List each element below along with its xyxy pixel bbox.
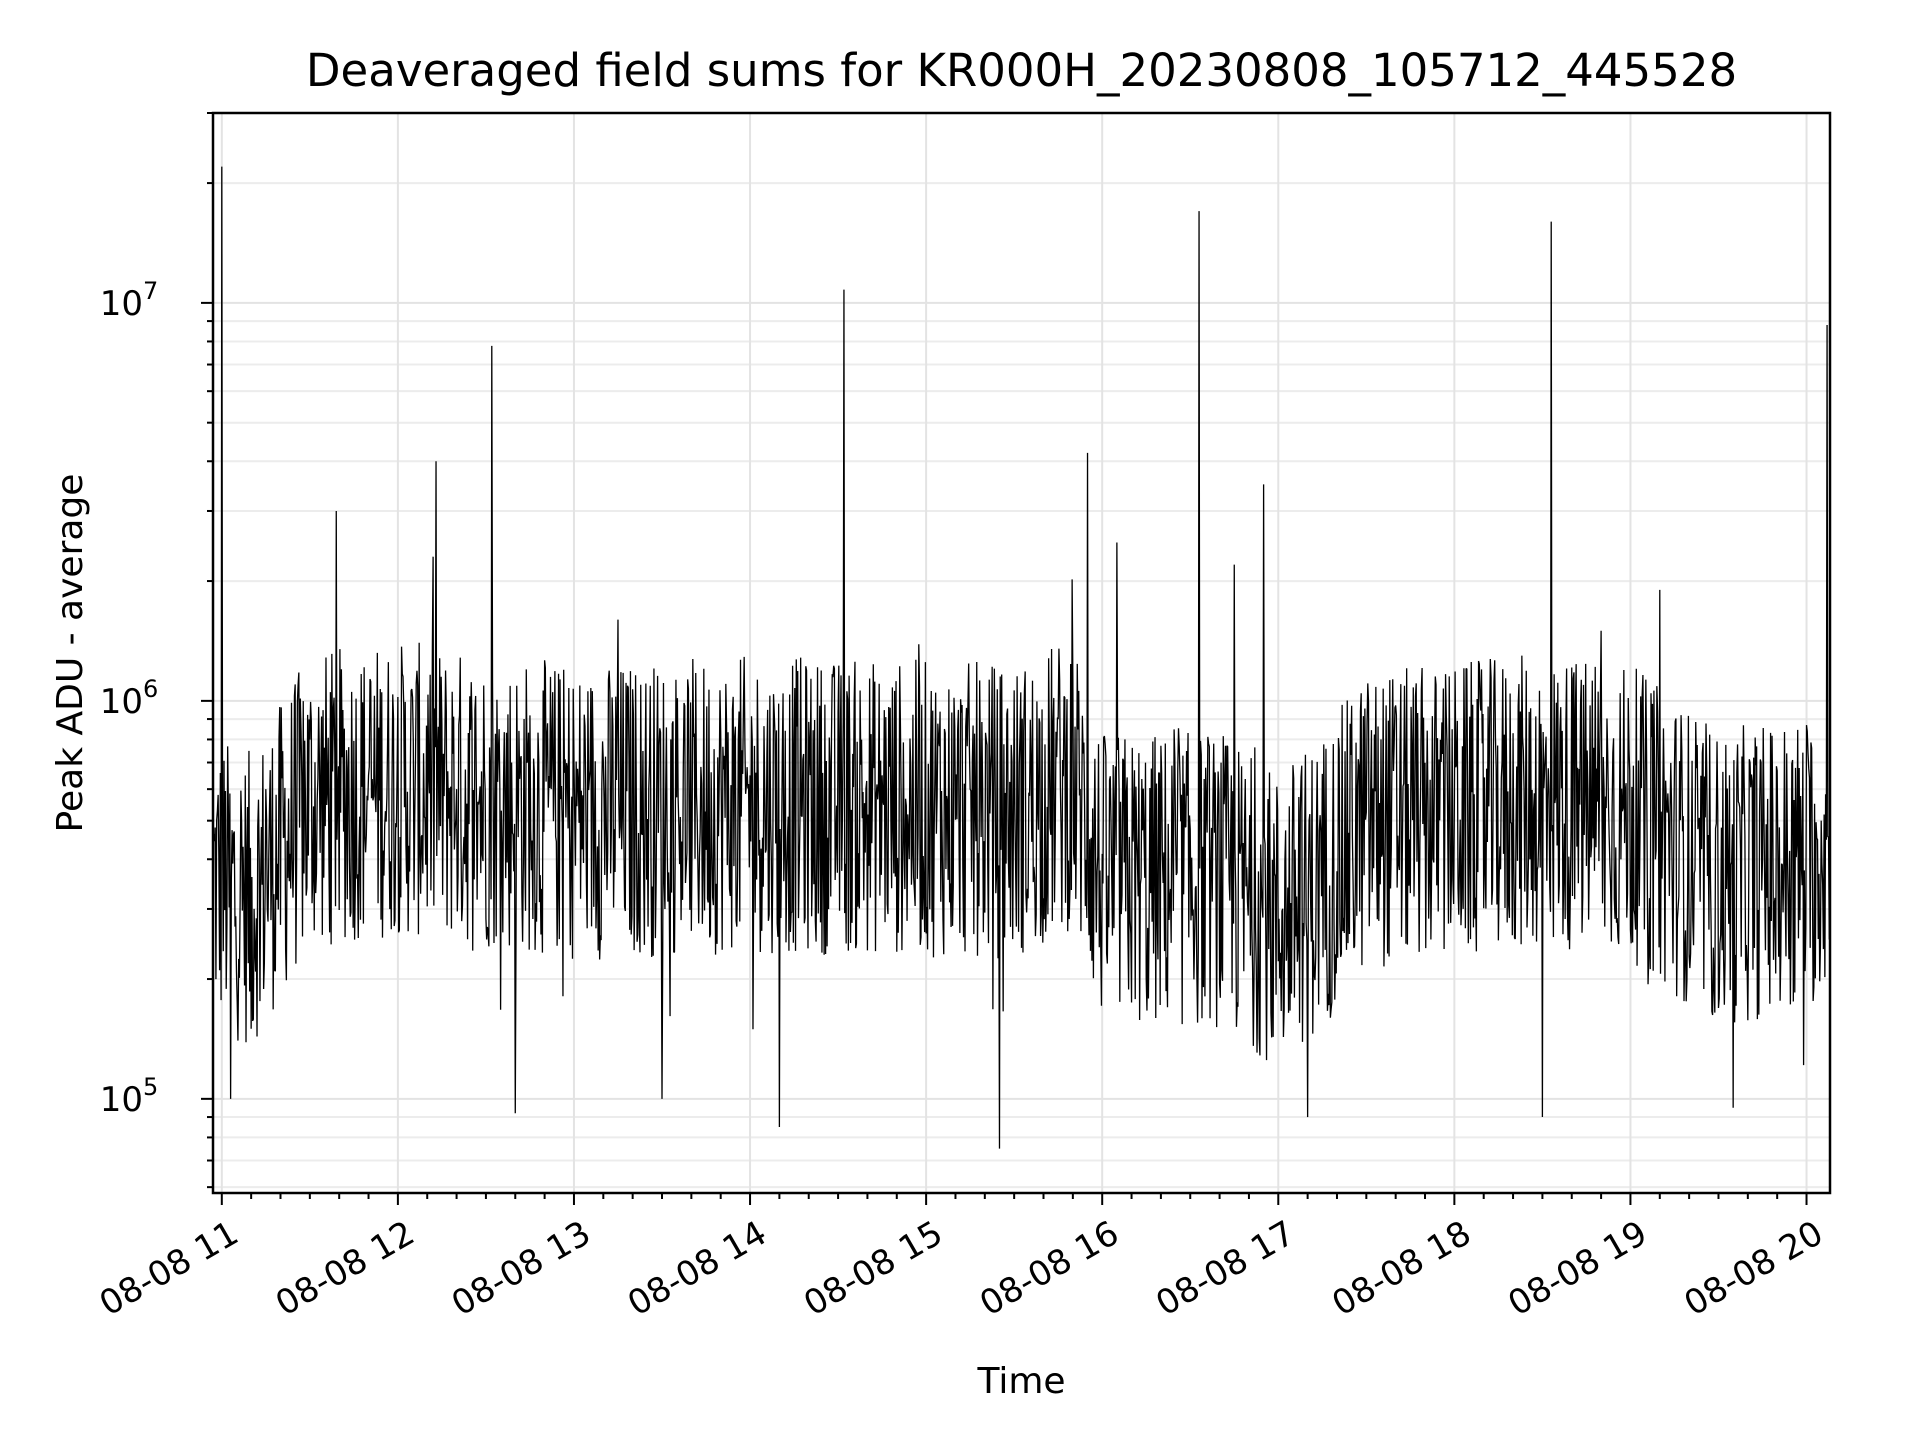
y-tick-exponent: 6 bbox=[143, 675, 158, 703]
series-layer bbox=[212, 166, 1831, 1149]
y-tick-base: 10 bbox=[100, 284, 143, 324]
plot-frame bbox=[211, 111, 1832, 1195]
y-tick-label: 105 bbox=[100, 1073, 159, 1120]
y-axis-label: Peak ADU - average bbox=[50, 474, 91, 833]
x-axis-label: Time bbox=[976, 1361, 1065, 1402]
y-tick-base: 10 bbox=[100, 682, 143, 722]
y-tick-label: 106 bbox=[100, 675, 159, 722]
series-line bbox=[212, 166, 1831, 1149]
y-tick-label: 107 bbox=[100, 277, 159, 324]
y-tick-exponent: 7 bbox=[143, 277, 158, 305]
y-tick-base: 10 bbox=[100, 1080, 143, 1120]
chart-title: Deaveraged field sums for KR000H_2023080… bbox=[306, 44, 1737, 97]
y-tick-exponent: 5 bbox=[143, 1073, 158, 1101]
